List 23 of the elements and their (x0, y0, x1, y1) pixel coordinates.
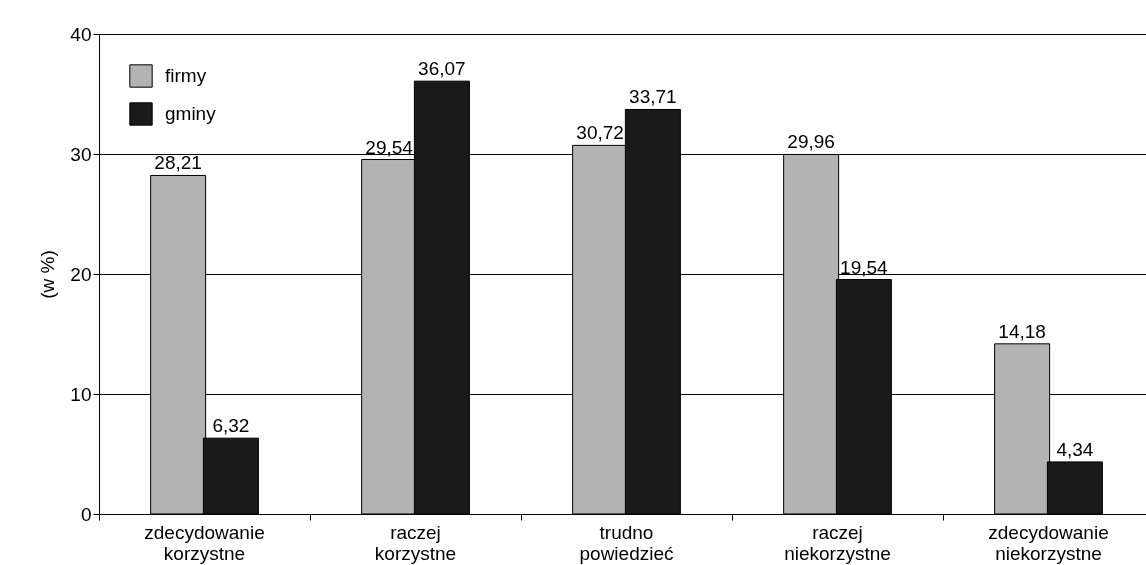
x-tick-label: zdecydowanie korzystne (144, 521, 265, 564)
y-tick-label: 20 (70, 263, 92, 285)
data-label: 36,07 (418, 58, 466, 80)
legend-label: firmy (165, 65, 207, 86)
data-label: 19,54 (840, 256, 889, 278)
y-tick-label: 30 (70, 143, 92, 165)
x-tick-label: raczej korzystne (374, 521, 457, 564)
y-axis-title: (w %) (37, 250, 59, 299)
data-label: 29,96 (787, 131, 835, 153)
data-label: 4,34 (1056, 438, 1094, 460)
x-tick-label: raczej niekorzystne (784, 521, 891, 564)
data-label: 14,18 (998, 320, 1046, 342)
data-label: 28,21 (154, 152, 202, 174)
data-label: 6,32 (212, 415, 250, 437)
y-tick-label: 0 (80, 503, 92, 525)
y-tick-label: 40 (70, 23, 92, 45)
legend-label: gminy (165, 103, 217, 124)
x-tick-label: trudno powiedzieć (579, 521, 674, 564)
x-tick-label: zdecydowanie niekorzystne (988, 521, 1109, 564)
y-tick-label: 10 (70, 383, 92, 405)
data-label: 29,54 (365, 136, 414, 158)
data-label: 30,72 (576, 122, 624, 144)
data-label: 33,71 (629, 86, 677, 108)
